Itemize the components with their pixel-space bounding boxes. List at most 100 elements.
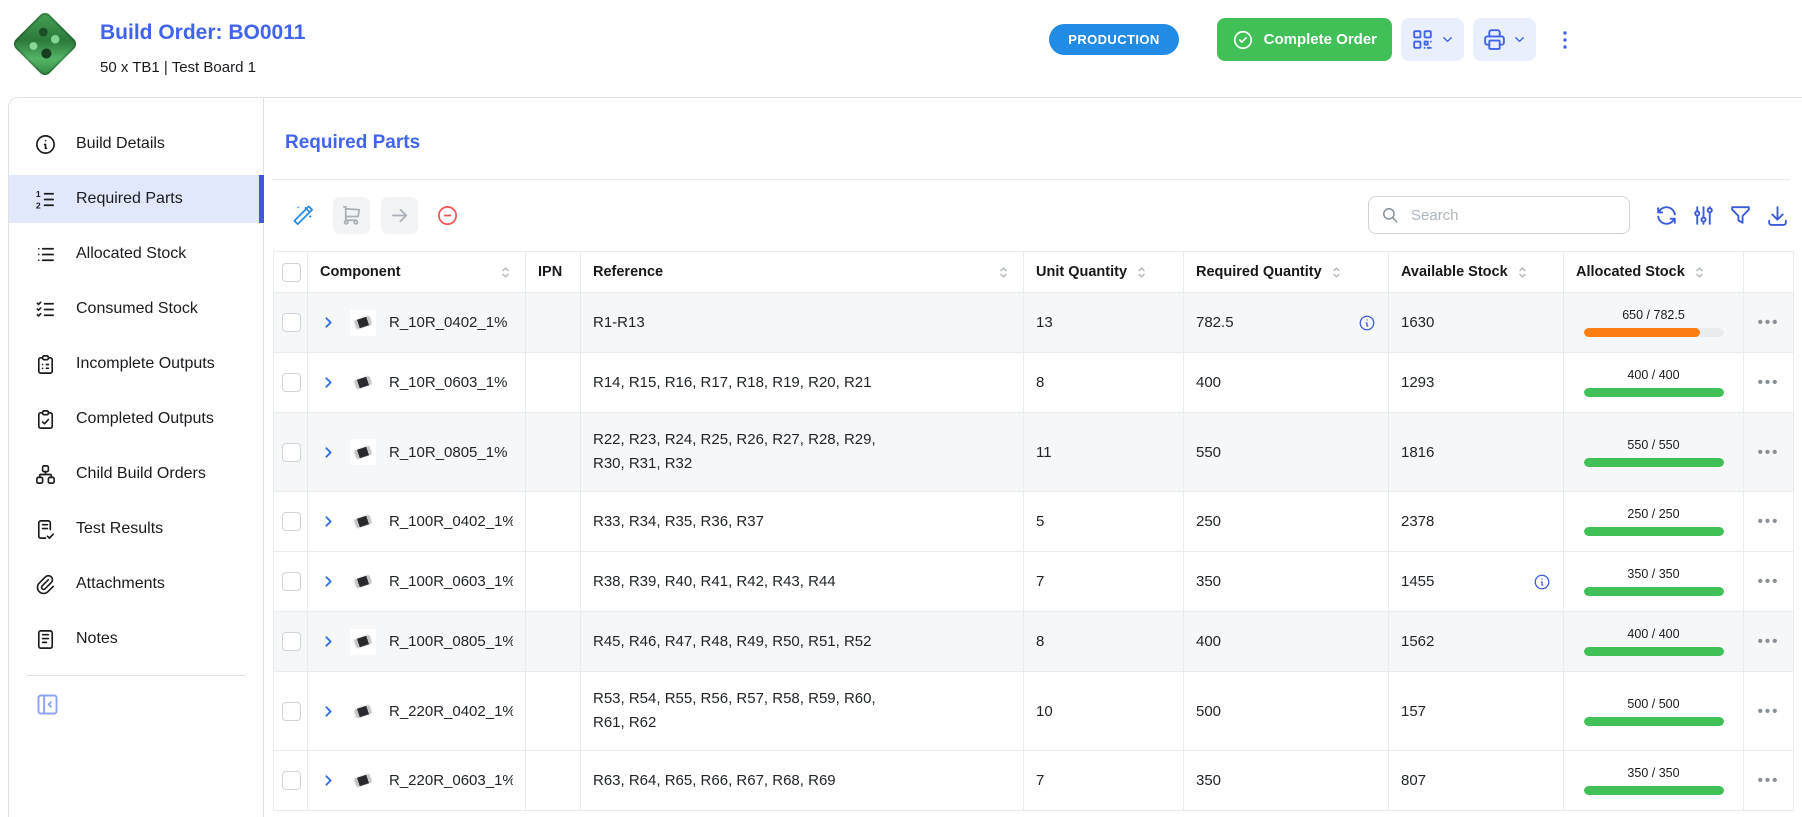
column-header-required-quantity[interactable]: Required Quantity (1183, 251, 1389, 293)
column-header-allocated-stock[interactable]: Allocated Stock (1563, 251, 1744, 293)
sidebar-item-build-details[interactable]: Build Details (9, 120, 263, 168)
deallocate-stock-button[interactable] (429, 197, 466, 234)
sidebar-item-test-results[interactable]: Test Results (9, 505, 263, 553)
unit-quantity-cell: 8 (1023, 352, 1184, 413)
row-actions-button[interactable]: ••• (1757, 443, 1780, 461)
chevron-right-icon[interactable] (320, 444, 337, 461)
sidebar-item-consumed-stock[interactable]: Consumed Stock (9, 285, 263, 333)
svg-text:1: 1 (36, 189, 41, 199)
row-select-checkbox[interactable] (282, 442, 301, 462)
sidebar-item-incomplete-outputs[interactable]: Incomplete Outputs (9, 340, 263, 388)
column-header-available-stock[interactable]: Available Stock (1388, 251, 1564, 293)
row-actions-button[interactable]: ••• (1757, 573, 1780, 590)
chevron-right-icon[interactable] (320, 633, 337, 650)
component-name[interactable]: R_100R_0805_1% (389, 633, 513, 650)
table-row[interactable]: R_100R_0402_1% R33, R34, R35, R36, R37 5 25… (273, 491, 1794, 552)
required-quantity-cell: 782.5 (1183, 292, 1389, 353)
list-icon (34, 243, 57, 266)
row-select-checkbox[interactable] (282, 512, 301, 531)
table-row[interactable]: R_220R_0402_1% R53, R54, R55, R56, R57, R… (273, 671, 1794, 751)
row-select-checkbox[interactable] (282, 632, 301, 651)
row-select-checkbox[interactable] (282, 373, 301, 392)
required-quantity-cell: 400 (1183, 352, 1389, 413)
auto-allocate-button[interactable] (285, 197, 322, 234)
table-row[interactable]: R_100R_0603_1% R38, R39, R40, R41, R42, R… (273, 551, 1794, 612)
transfer-stock-button[interactable] (381, 196, 418, 234)
sidebar-item-completed-outputs[interactable]: Completed Outputs (9, 395, 263, 443)
component-name[interactable]: R_220R_0603_1% (389, 772, 513, 789)
sort-icon (996, 265, 1011, 280)
sidebar-item-label: Allocated Stock (76, 245, 187, 262)
required-parts-table: Component IPN Reference Unit Quantity Re… (273, 251, 1794, 811)
unit-quantity-cell: 8 (1023, 611, 1184, 672)
chevron-right-icon[interactable] (320, 314, 337, 331)
component-name[interactable]: R_100R_0402_1% (389, 513, 513, 530)
more-actions-button[interactable] (1553, 25, 1577, 55)
allocated-progress: 550 / 550 (1576, 438, 1731, 467)
table-options-button[interactable] (1691, 203, 1716, 228)
sidebar-item-attachments[interactable]: Attachments (9, 560, 263, 608)
column-header-component[interactable]: Component (307, 251, 526, 293)
complete-order-button[interactable]: Complete Order (1216, 18, 1392, 61)
row-select-checkbox[interactable] (282, 313, 301, 332)
select-all-checkbox[interactable] (282, 262, 301, 282)
component-name[interactable]: R_10R_0402_1% (389, 314, 508, 331)
component-name[interactable]: R_100R_0603_1% (389, 573, 513, 590)
column-header-ipn[interactable]: IPN (525, 251, 581, 293)
download-button[interactable] (1765, 203, 1790, 228)
info-circle-icon[interactable] (1358, 314, 1376, 332)
row-actions-button[interactable]: ••• (1757, 374, 1780, 391)
row-actions-button[interactable]: ••• (1757, 772, 1780, 789)
chevron-right-icon[interactable] (320, 703, 337, 720)
row-actions-button[interactable]: ••• (1757, 314, 1780, 331)
chevron-right-icon[interactable] (320, 772, 337, 789)
unit-quantity-cell: 13 (1023, 292, 1184, 353)
table-row[interactable]: R_10R_0805_1% R22, R23, R24, R25, R26, R2… (273, 412, 1794, 492)
component-name[interactable]: R_10R_0805_1% (389, 443, 508, 461)
row-select-checkbox[interactable] (282, 701, 301, 721)
component-thumbnail (350, 309, 376, 336)
print-actions-button[interactable] (1473, 18, 1536, 61)
row-actions-button[interactable]: ••• (1757, 633, 1780, 650)
column-header-actions (1743, 251, 1794, 293)
collapse-sidebar-button[interactable] (34, 691, 61, 718)
barcode-actions-button[interactable] (1401, 18, 1464, 61)
sidebar-item-notes[interactable]: Notes (9, 615, 263, 663)
search-input[interactable] (1409, 205, 1617, 225)
component-thumbnail (350, 508, 376, 535)
component-name[interactable]: R_220R_0402_1% (389, 702, 513, 720)
column-header-unit-quantity[interactable]: Unit Quantity (1023, 251, 1184, 293)
info-circle-icon (34, 133, 57, 156)
filter-button[interactable] (1728, 203, 1753, 228)
row-actions-button[interactable]: ••• (1757, 702, 1780, 720)
adjustments-icon (1691, 203, 1716, 228)
refresh-button[interactable] (1654, 203, 1679, 228)
allocated-stock-cell: 650 / 782.5 (1563, 292, 1744, 353)
order-stock-button[interactable] (333, 196, 370, 234)
row-actions-button[interactable]: ••• (1757, 513, 1780, 530)
sitemap-icon (34, 463, 57, 486)
component-name[interactable]: R_10R_0603_1% (389, 374, 508, 391)
allocated-stock-cell: 350 / 350 (1563, 750, 1744, 811)
allocated-stock-cell: 500 / 500 (1563, 671, 1744, 751)
row-select-checkbox[interactable] (282, 572, 301, 591)
sidebar-item-required-parts[interactable]: 1 2 Required Parts (9, 175, 264, 223)
ipn-cell (525, 292, 581, 353)
chevron-right-icon[interactable] (320, 513, 337, 530)
table-row[interactable]: R_10R_0603_1% R14, R15, R16, R17, R18, R1… (273, 352, 1794, 413)
sidebar-item-child-build-orders[interactable]: Child Build Orders (9, 450, 263, 498)
reference-cell: R45, R46, R47, R48, R49, R50, R51, R52 (580, 611, 1024, 672)
available-stock-cell: 1630 (1388, 292, 1564, 353)
search-icon (1381, 206, 1400, 225)
info-circle-icon[interactable] (1533, 573, 1551, 591)
sidebar-item-allocated-stock[interactable]: Allocated Stock (9, 230, 263, 278)
chevron-right-icon[interactable] (320, 374, 337, 391)
column-header-reference[interactable]: Reference (580, 251, 1024, 293)
table-row[interactable]: R_100R_0805_1% R45, R46, R47, R48, R49, R… (273, 611, 1794, 672)
chevron-right-icon[interactable] (320, 573, 337, 590)
required-quantity-cell: 250 (1183, 491, 1389, 552)
row-select-checkbox[interactable] (282, 771, 301, 790)
table-row[interactable]: R_10R_0402_1% R1-R13 13 782.5 1630 650 / 782.… (273, 292, 1794, 353)
table-row[interactable]: R_220R_0603_1% R63, R64, R65, R66, R67, R… (273, 750, 1794, 811)
build-part-thumbnail[interactable] (11, 10, 79, 78)
